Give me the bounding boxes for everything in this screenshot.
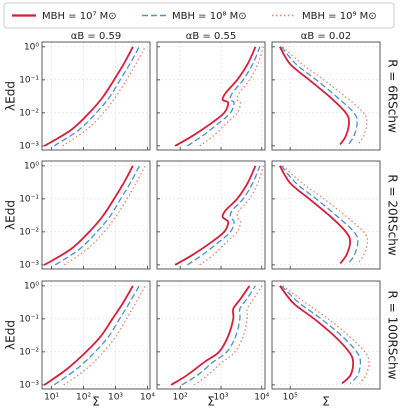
line-series <box>44 285 134 386</box>
line-series <box>187 165 261 266</box>
line-series <box>280 46 358 145</box>
line-series <box>174 46 257 147</box>
line-series <box>54 165 140 266</box>
line-series <box>280 165 359 264</box>
panel-frame <box>41 41 151 151</box>
x-tick-label: 10³ <box>108 393 123 403</box>
y-axis-label: λEdd <box>4 200 18 230</box>
legend-box <box>3 2 395 29</box>
line-series <box>53 46 140 147</box>
line-series <box>279 165 352 265</box>
legend-label: MBH = 10⁸ M⊙ <box>172 11 247 22</box>
y-axis-label: λEdd <box>4 81 18 111</box>
line-series <box>44 165 134 266</box>
line-series <box>279 46 350 146</box>
legend-label: MBH = 10⁷ M⊙ <box>42 11 117 22</box>
x-tick-label: 10⁴ <box>254 393 269 403</box>
line-series <box>44 46 134 147</box>
column-title: αB = 0.59 <box>71 31 121 42</box>
x-tick-label: 10¹ <box>44 393 59 403</box>
y-tick-label: 10⁻³ <box>19 141 39 151</box>
line-series <box>181 285 256 386</box>
panel-frame <box>156 280 266 390</box>
y-tick-label: 10⁰ <box>24 42 39 52</box>
y-tick-label: 10⁻² <box>19 347 39 357</box>
panel-frame <box>271 41 381 151</box>
line-series <box>187 46 261 147</box>
line-series <box>63 165 146 266</box>
line-series <box>174 165 257 266</box>
legend-label: MBH = 10⁹ M⊙ <box>302 11 377 22</box>
x-tick-label: 10² <box>76 393 91 403</box>
column-title: αB = 0.02 <box>301 31 351 42</box>
line-series <box>53 285 140 386</box>
x-tick-label: 10² <box>173 393 188 403</box>
x-tick-label: 10⁴ <box>140 393 155 403</box>
panel-frame <box>41 280 151 390</box>
line-series <box>170 285 251 386</box>
row-label: R = 6RSchw <box>386 59 400 133</box>
y-tick-label: 10⁻² <box>19 227 39 237</box>
x-axis-label: Σ <box>207 395 215 409</box>
x-tick-label: 10³ <box>213 393 228 403</box>
line-series <box>63 285 146 386</box>
y-tick-label: 10⁻³ <box>19 380 39 390</box>
y-tick-label: 10⁻² <box>19 108 39 118</box>
column-title: αB = 0.55 <box>186 31 236 42</box>
line-series <box>280 285 362 384</box>
row-label: R = 20RSchw <box>386 174 400 255</box>
y-tick-label: 10⁻¹ <box>19 194 39 204</box>
line-series <box>282 285 370 384</box>
panel-frame <box>271 280 381 390</box>
y-tick-label: 10⁻³ <box>19 260 39 270</box>
panel-frame <box>156 41 266 151</box>
row-label: R = 100RSchw <box>386 291 400 380</box>
line-series <box>62 46 146 147</box>
y-axis-label: λEdd <box>4 320 18 350</box>
line-series <box>282 165 369 264</box>
y-tick-label: 10⁻¹ <box>19 75 39 85</box>
x-axis-label: Σ <box>92 395 100 409</box>
line-series <box>199 165 265 266</box>
panel-frame <box>156 160 266 270</box>
x-tick-label: 10⁵ <box>283 393 298 403</box>
y-tick-label: 10⁰ <box>24 161 39 171</box>
line-series <box>199 46 265 147</box>
x-axis-label: Σ <box>322 395 330 409</box>
y-tick-label: 10⁻¹ <box>19 314 39 324</box>
y-tick-label: 10⁰ <box>24 281 39 291</box>
line-series <box>279 285 355 385</box>
panel-frame <box>41 160 151 270</box>
panel-frame <box>271 160 381 270</box>
line-series <box>282 46 368 145</box>
